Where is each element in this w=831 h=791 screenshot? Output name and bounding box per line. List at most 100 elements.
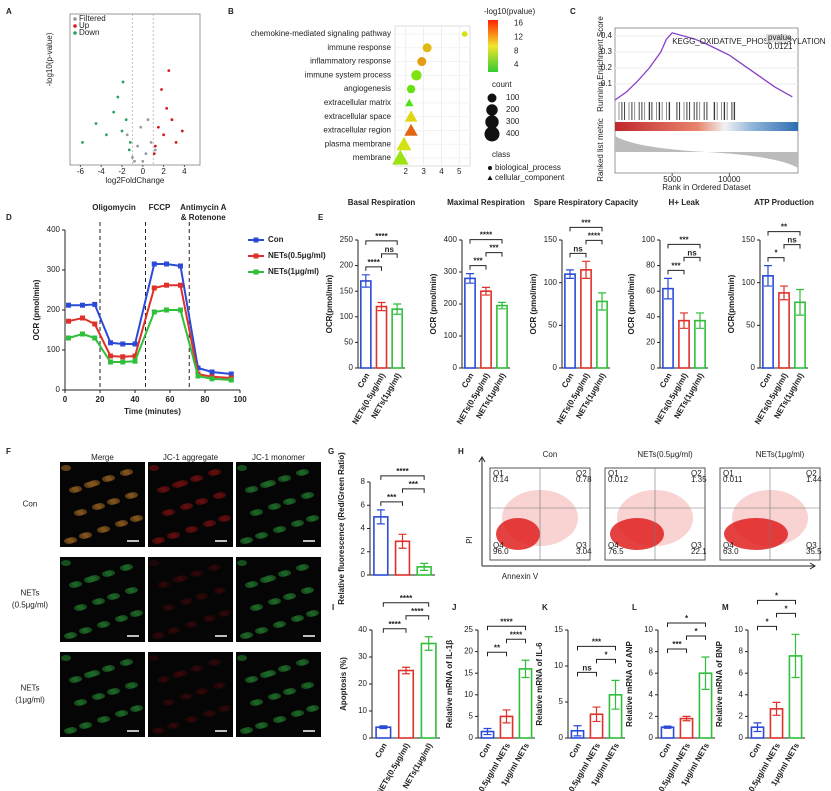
cell: [110, 688, 120, 694]
point: [141, 159, 145, 163]
y-arrow: [478, 456, 486, 566]
cell: [253, 699, 263, 705]
point: [139, 125, 143, 129]
significance-label: ***: [679, 236, 689, 245]
colorbar-tick-label: 8: [514, 46, 519, 55]
legend-label: Down: [79, 28, 99, 37]
cell: [304, 587, 314, 593]
significance-bracket: [380, 501, 403, 506]
cell: [266, 670, 276, 676]
x-tick-label: 4: [439, 167, 444, 176]
legend-label: Up: [79, 21, 90, 30]
cell: [190, 666, 200, 672]
error-bar: [398, 533, 407, 549]
pvalue-box: [766, 34, 788, 42]
quadrant-value: 0.78: [576, 475, 592, 484]
cell: [183, 503, 193, 509]
cell: [67, 632, 77, 638]
cell: [266, 480, 276, 486]
cell: [165, 509, 175, 515]
cell: [203, 616, 213, 622]
y-tick-label: 200: [340, 261, 354, 270]
y-axis-label: OCR (pmol/min): [627, 273, 636, 334]
cell: [304, 682, 314, 688]
significance-bracket: [485, 252, 503, 257]
cell: [237, 560, 247, 566]
error-bar: [393, 303, 402, 315]
point: [120, 359, 126, 365]
cell: [100, 716, 110, 722]
line: [68, 263, 232, 375]
significance-bracket: [569, 226, 603, 232]
significance-label: ****: [500, 617, 513, 626]
cell: [258, 627, 268, 633]
cell: [90, 480, 100, 486]
x-tick-label: 5: [457, 167, 462, 176]
panel-letter: I: [332, 603, 334, 612]
significance-label: ***: [489, 244, 499, 253]
point: [121, 80, 125, 84]
cell: [216, 682, 226, 688]
point: [149, 140, 153, 144]
significance-label: ****: [388, 620, 401, 629]
x-tick-label: 80: [201, 395, 210, 404]
cell: [299, 469, 309, 475]
x-tick-label: 100: [233, 395, 247, 404]
point: [162, 133, 166, 137]
significance-label: ****: [411, 607, 424, 616]
cell: [304, 492, 314, 498]
point: [80, 331, 85, 337]
cell: [243, 537, 253, 543]
bar: [778, 292, 790, 369]
error-bar: [483, 727, 492, 736]
cell: [162, 605, 172, 611]
x-tick-label: Con: [747, 741, 763, 759]
cell: [95, 693, 105, 699]
significance-label: *: [774, 249, 778, 258]
legend-title: count: [492, 80, 512, 89]
cell: [193, 665, 203, 671]
cell: [61, 465, 71, 471]
quadrant-name: Q4: [723, 541, 734, 550]
significance-bracket: [577, 671, 597, 677]
y-tick-label: 400: [47, 225, 61, 234]
y-tick-label: 8: [649, 647, 654, 656]
x-tick-label: Con: [460, 371, 476, 389]
y-tick-label: 50: [548, 320, 557, 329]
significance-bracket: [596, 658, 616, 664]
cell: [276, 621, 286, 627]
cell: [271, 598, 281, 604]
colorbar-tick-label: 16: [514, 19, 523, 28]
quadrant-value: 1.44: [806, 475, 822, 484]
cell: [198, 593, 208, 599]
point: [132, 341, 138, 347]
y-tick-label: 6: [649, 668, 654, 677]
error-bar: [796, 288, 804, 316]
y-tick-label: extracellular space: [324, 112, 391, 121]
point: [164, 282, 169, 288]
x-tick-label: 2: [161, 167, 166, 176]
y-axis-label: OCR(pmol/min): [325, 274, 334, 333]
cell: [185, 717, 195, 723]
quadrant-value: 96.0: [493, 547, 509, 556]
y-tick-label: 0: [349, 363, 354, 372]
x-tick-label: Con: [657, 741, 673, 759]
error-bar: [402, 666, 410, 675]
panel-letter: J: [452, 603, 456, 612]
cell: [175, 576, 185, 582]
x-tick-label: Con: [758, 371, 774, 389]
point: [164, 307, 169, 313]
point: [174, 140, 178, 144]
x-axis-label: log2FoldChange: [106, 176, 165, 185]
y-tick-label: 100: [47, 345, 61, 354]
legend-marker: [253, 237, 259, 243]
point: [105, 133, 108, 137]
significance-bracket: [469, 239, 503, 244]
point: [178, 263, 183, 269]
y-tick-label: 0.1: [601, 79, 613, 88]
bar: [420, 642, 437, 739]
cell: [213, 683, 223, 689]
legend-marker: [73, 24, 77, 28]
row-label: NETs: [20, 684, 39, 693]
quadrant-value: 76.5: [608, 547, 624, 556]
